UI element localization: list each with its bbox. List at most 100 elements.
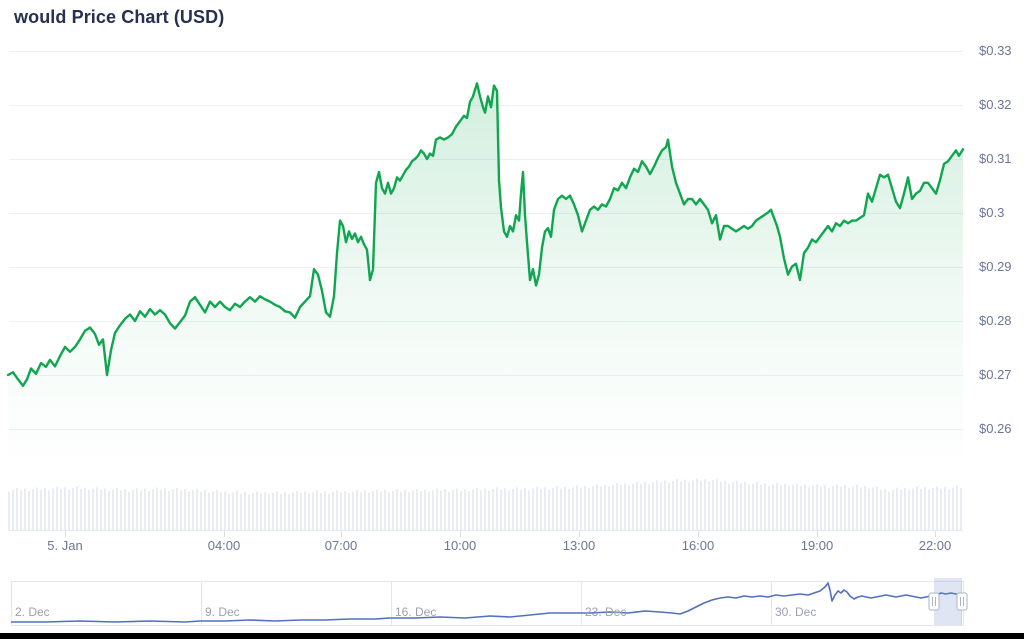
volume-bar [564,486,566,530]
volume-bar [432,490,434,530]
y-axis-label: $0.29 [979,259,1012,274]
y-axis-label: $0.28 [979,313,1012,328]
volume-bar [40,489,42,530]
volume-bar [532,488,534,530]
volume-bar [468,491,470,530]
volume-bar [676,479,678,530]
volume-bar [452,490,454,530]
volume-bar [276,491,278,530]
volume-bar [784,484,786,530]
navigator-track[interactable] [11,581,963,625]
volume-bar [796,483,798,530]
volume-bar [572,487,574,530]
volume-bar [944,487,946,530]
y-axis-label: $0.31 [979,151,1012,166]
volume-bar [436,488,438,530]
volume-bar [208,492,210,530]
volume-bar [36,487,38,530]
volume-bar [744,482,746,530]
volume-bar [956,485,958,530]
volume-bar [896,487,898,530]
volume-bar [924,487,926,530]
volume-bar [496,487,498,530]
chart-title: would Price Chart (USD) [14,7,225,27]
volume-bar [888,491,890,530]
volume-bar [228,493,230,530]
volume-bar [764,483,766,530]
volume-bar [716,479,718,530]
volume-bar [768,485,770,530]
volume-bar [440,490,442,530]
volume-bar [884,489,886,530]
volume-bar [416,488,418,530]
volume-bar [196,488,198,530]
volume-bar [580,487,582,530]
chart-plot-area[interactable] [9,40,963,530]
y-axis-label: $0.27 [979,367,1012,382]
volume-bar [492,489,494,530]
volume-bar [476,487,478,530]
volume-bar [668,482,670,530]
volume-bar [144,488,146,530]
volume-bar [184,489,186,530]
volume-bar [428,491,430,530]
volume-bar [20,490,22,530]
volume-bar [772,484,774,530]
volume-bar [656,480,658,530]
volume-bar [356,489,358,530]
volume-bar [236,490,238,530]
volume-bar [528,490,530,530]
x-axis-label: 22:00 [918,538,952,553]
volume-bar [756,482,758,530]
volume-bar [180,490,182,530]
volume-bar [552,487,554,530]
volume-bar [748,484,750,530]
volume-bar [620,485,622,530]
volume-bar [324,491,326,530]
volume-bar [128,491,130,530]
volume-bar [116,487,118,530]
volume-bar [212,491,214,530]
volume-bar [536,486,538,530]
volume-bar [792,485,794,530]
volume-bar [316,490,318,530]
navigator-handle-left[interactable] [928,592,940,611]
volume-bar [736,480,738,530]
volume-bar [448,491,450,530]
volume-bar [612,484,614,530]
volume-bar [852,486,854,530]
volume-bar [820,486,822,530]
volume-bar [400,491,402,530]
navigator-handle-right[interactable] [956,592,968,611]
volume-bar [876,486,878,530]
volume-bar [488,490,490,530]
volume-bar [648,484,650,530]
volume-bar [660,482,662,530]
volume-bar [420,491,422,530]
volume-bar [72,488,74,530]
volume-bar [952,487,954,530]
volume-bar [296,490,298,530]
volume-bar [864,485,866,530]
volume-bar [832,486,834,530]
volume-bar [828,487,830,530]
volume-bar [156,487,158,530]
volume-bar [540,489,542,530]
volume-bar [108,490,110,530]
volume-bar [816,484,818,530]
volume-bar [112,489,114,530]
volume-bar [524,488,526,530]
volume-bar [384,490,386,530]
volume-bar [168,490,170,530]
volume-bar [604,484,606,530]
volume-bar [860,487,862,530]
volume-bar [48,490,50,530]
volume-bar [92,488,94,530]
volume-bar [264,492,266,530]
volume-bar [800,486,802,530]
x-axis-label: 16:00 [681,538,715,553]
navigator-date-label: 16. Dec [395,605,437,619]
volume-bar [960,487,962,530]
volume-bar [760,484,762,530]
volume-bar [272,493,274,530]
